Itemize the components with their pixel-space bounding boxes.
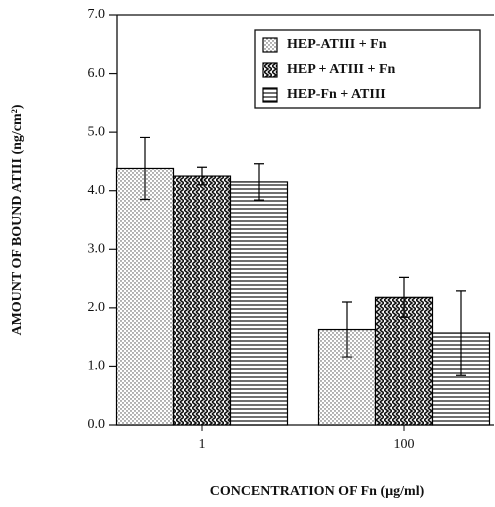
bar (229, 181, 289, 426)
error-bar (254, 163, 264, 201)
legend-swatch (262, 87, 278, 103)
x-tick-label: 1 (199, 437, 206, 452)
legend-label: HEP-ATIII + Fn (287, 37, 387, 52)
y-tick-label: 6.0 (88, 66, 106, 81)
x-axis-label: CONCENTRATION OF Fn (µg/ml) (210, 484, 425, 499)
y-tick-label: 2.0 (88, 300, 106, 315)
error-bar (197, 166, 207, 186)
error-bar (456, 290, 466, 376)
y-tick-label: 4.0 (88, 183, 106, 198)
bar (172, 175, 232, 426)
bar (374, 296, 434, 426)
legend-box (254, 29, 481, 109)
bar (115, 167, 175, 426)
y-tick-label: 3.0 (88, 242, 106, 257)
legend-label: HEP + ATIII + Fn (287, 62, 395, 77)
legend-label: HEP-Fn + ATIII (287, 87, 386, 102)
y-tick-label: 5.0 (88, 124, 106, 139)
y-tick-label: 1.0 (88, 359, 106, 374)
y-tick-label: 7.0 (88, 7, 106, 22)
legend-swatch (262, 37, 278, 53)
y-tick-label: 0.0 (88, 417, 106, 432)
legend-swatch (262, 62, 278, 78)
error-bar (399, 276, 409, 318)
y-axis-label: AMOUNT OF BOUND ATIII (ng/cm²) (10, 104, 25, 335)
error-bar (140, 136, 150, 201)
x-tick-label: 100 (394, 437, 415, 452)
error-bar (342, 301, 352, 358)
